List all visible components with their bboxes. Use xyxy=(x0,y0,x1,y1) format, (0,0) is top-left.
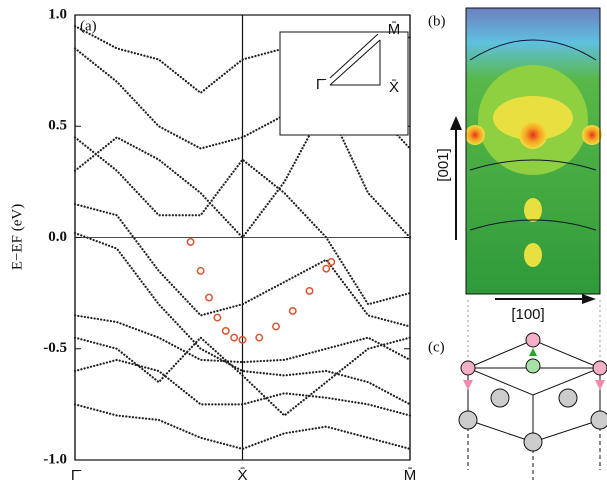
y-tick-label: -1.0 xyxy=(43,451,67,467)
band xyxy=(73,231,412,406)
arrow-head xyxy=(450,116,462,130)
band xyxy=(73,403,412,451)
inset-bz xyxy=(329,33,381,86)
surface-state-point xyxy=(230,333,239,342)
panel-label: (b) xyxy=(428,13,446,29)
surface-state-point xyxy=(196,266,205,275)
arrow-head xyxy=(582,294,596,304)
atom-diagram xyxy=(458,300,607,480)
band xyxy=(73,136,412,306)
surface-state-point xyxy=(305,286,314,295)
surface-state-point xyxy=(327,258,336,266)
surface-state-point xyxy=(288,306,297,315)
surface-state-point xyxy=(238,335,247,344)
inset-label: X̄ xyxy=(389,79,399,96)
surface-state-point xyxy=(205,293,213,302)
surface-state-point xyxy=(272,322,280,331)
y-tick-label: 0.5 xyxy=(48,118,67,134)
axis-label: [001] xyxy=(435,148,452,181)
surface-state-point xyxy=(255,333,264,342)
surface-state-point xyxy=(186,238,195,246)
surface-state-point xyxy=(221,327,230,335)
panel-label: (a) xyxy=(80,18,97,34)
x-tick-label: M̄ xyxy=(404,467,417,484)
surface-state-point xyxy=(213,313,222,322)
band xyxy=(73,336,412,417)
inset-box xyxy=(279,31,409,136)
x-tick-label: Γ̄ xyxy=(71,467,81,484)
surface-state-point xyxy=(322,264,331,273)
inset-label: M̄ xyxy=(388,21,401,38)
band xyxy=(73,36,412,240)
x-tick-label: X̄ xyxy=(237,467,247,484)
y-axis-label: E−EF (eV) xyxy=(9,204,25,270)
band xyxy=(73,203,412,328)
y-tick-label: 1.0 xyxy=(48,6,67,22)
panel-label: (c) xyxy=(428,339,445,355)
inset-label: Γ̄ xyxy=(316,76,326,93)
band xyxy=(73,314,412,364)
y-tick-label: -0.5 xyxy=(43,340,67,356)
band xyxy=(73,358,412,417)
band xyxy=(73,47,412,239)
axis-label: [100] xyxy=(511,306,544,323)
y-tick-label: 0.0 xyxy=(48,229,67,245)
charge-density-map xyxy=(465,7,602,295)
